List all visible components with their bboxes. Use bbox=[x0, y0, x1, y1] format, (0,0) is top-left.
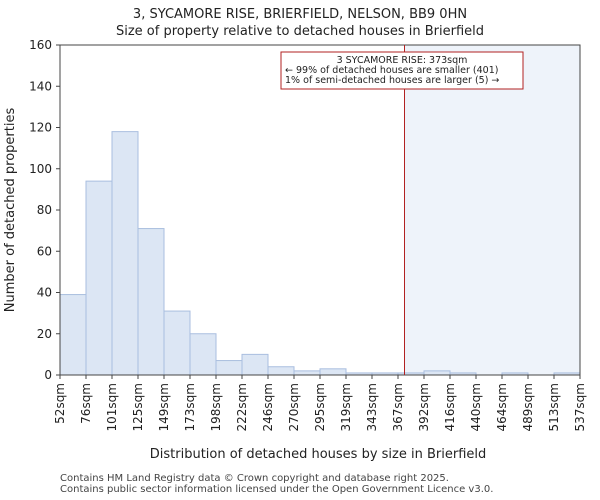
x-tick-label: 416sqm bbox=[443, 383, 457, 431]
x-tick-label: 101sqm bbox=[105, 383, 119, 431]
histogram-bar bbox=[189, 333, 217, 376]
annotation-title: 3 SYCAMORE RISE: 373sqm bbox=[337, 55, 468, 66]
y-tick-label: 60 bbox=[37, 244, 52, 258]
x-tick-label: 149sqm bbox=[157, 383, 171, 431]
x-tick-label: 246sqm bbox=[261, 383, 275, 431]
x-tick-label: 513sqm bbox=[547, 383, 561, 431]
y-tick-label: 20 bbox=[37, 327, 52, 341]
x-tick-label: 343sqm bbox=[365, 383, 379, 431]
x-tick-label: 295sqm bbox=[313, 383, 327, 431]
histogram-bar bbox=[423, 370, 451, 376]
x-tick-label: 222sqm bbox=[235, 383, 249, 431]
x-tick-label: 52sqm bbox=[53, 383, 67, 424]
annotation-smaller-text: ← 99% of detached houses are smaller (40… bbox=[285, 65, 498, 76]
x-tick-label: 392sqm bbox=[417, 383, 431, 431]
histogram-bar bbox=[319, 368, 347, 376]
chart-subtitle: Size of property relative to detached ho… bbox=[116, 24, 484, 39]
x-tick-label: 76sqm bbox=[79, 383, 93, 424]
y-tick-label: 140 bbox=[29, 79, 52, 93]
footer-licence: Contains public sector information licen… bbox=[60, 484, 494, 495]
annotation-larger-text: 1% of semi-detached houses are larger (5… bbox=[285, 75, 499, 86]
x-tick-label: 537sqm bbox=[573, 383, 587, 431]
histogram-bar bbox=[215, 360, 243, 376]
histogram-bar bbox=[137, 228, 165, 376]
footer-copyright: Contains HM Land Registry data © Crown c… bbox=[60, 473, 449, 484]
y-tick-label: 0 bbox=[44, 368, 52, 382]
x-tick-label: 319sqm bbox=[339, 383, 353, 431]
y-tick-label: 120 bbox=[29, 121, 52, 135]
histogram-bar bbox=[59, 294, 87, 376]
x-axis-title: Distribution of detached houses by size … bbox=[150, 447, 487, 462]
y-tick-label: 160 bbox=[29, 38, 52, 52]
x-tick-label: 125sqm bbox=[131, 383, 145, 431]
highlight-region bbox=[404, 45, 580, 375]
x-tick-label: 367sqm bbox=[391, 383, 405, 431]
chart-title: 3, SYCAMORE RISE, BRIERFIELD, NELSON, BB… bbox=[133, 7, 467, 22]
y-axis-title: Number of detached properties bbox=[3, 108, 18, 313]
annotation-box: 3 SYCAMORE RISE: 373sqm ← 99% of detache… bbox=[280, 51, 524, 90]
x-tick-label: 464sqm bbox=[495, 383, 509, 431]
histogram-bar bbox=[85, 180, 113, 376]
x-tick-label: 440sqm bbox=[469, 383, 483, 431]
histogram-bar bbox=[293, 370, 321, 376]
x-tick-label: 173sqm bbox=[183, 383, 197, 431]
y-tick-label: 40 bbox=[37, 286, 52, 300]
histogram-bar bbox=[111, 131, 139, 376]
histogram-bar bbox=[241, 353, 269, 376]
y-tick-label: 100 bbox=[29, 162, 52, 176]
histogram-bar bbox=[267, 366, 295, 376]
x-tick-label: 198sqm bbox=[209, 383, 223, 431]
y-tick-label: 80 bbox=[37, 203, 52, 217]
x-tick-label: 489sqm bbox=[521, 383, 535, 431]
histogram-bar bbox=[163, 310, 191, 376]
x-tick-label: 270sqm bbox=[287, 383, 301, 431]
